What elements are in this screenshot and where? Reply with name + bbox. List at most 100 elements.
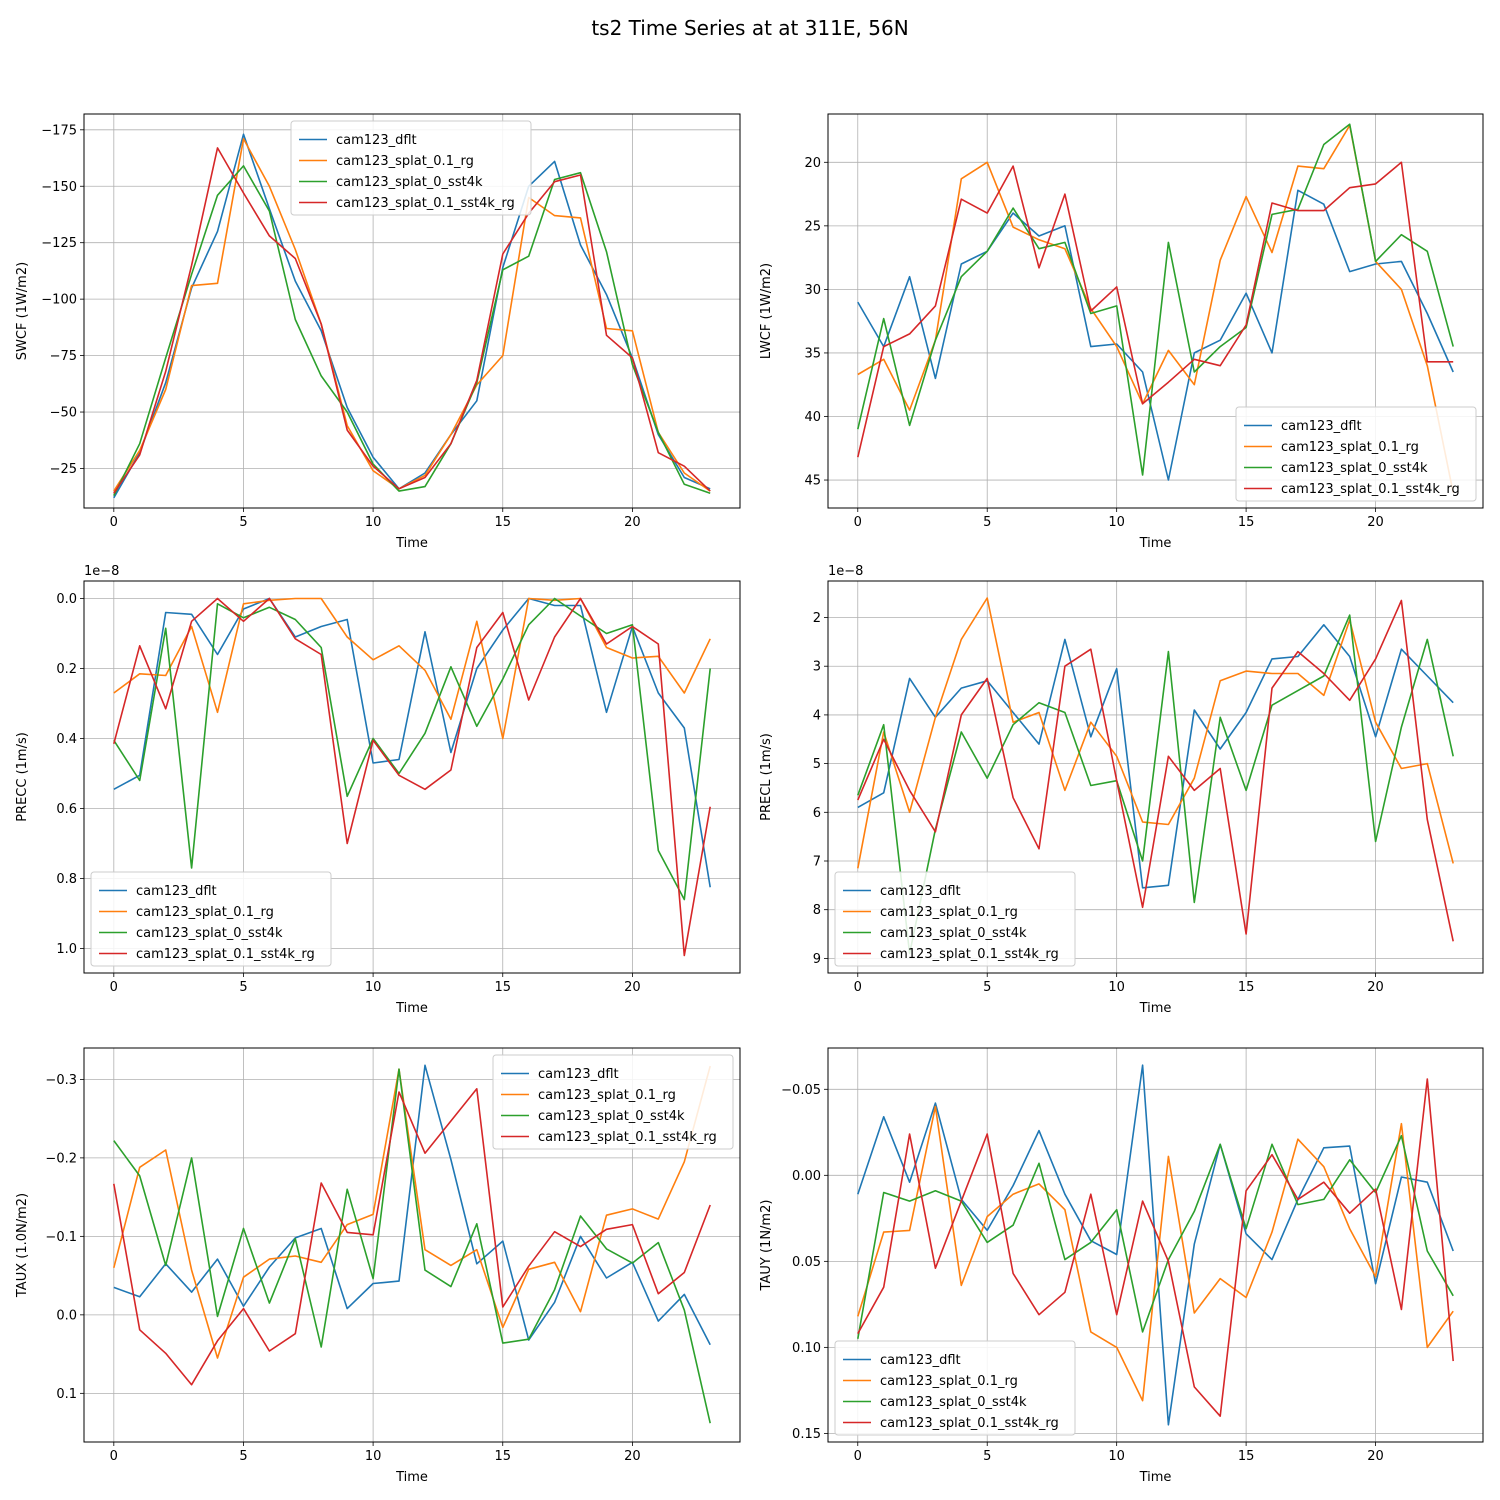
y-tick-label: −0.2 <box>45 1151 77 1166</box>
series-line-cam123-splat-0-1-rg <box>857 1105 1454 1402</box>
y-tick-label: 5 <box>813 757 821 772</box>
axes-frame <box>827 1047 1484 1443</box>
series-line-cam123-splat-0-1-rg <box>857 597 1454 869</box>
y-axis-label: PRECC (1m/s) <box>15 732 30 822</box>
series-line-cam123-splat-0-sst4k <box>857 614 1454 955</box>
y-tick-label: 0.1 <box>56 1387 77 1402</box>
y-tick-label: 2 <box>813 611 821 626</box>
axes-frame <box>827 113 1484 509</box>
series-line-cam123-splat-0-1-rg <box>113 597 711 740</box>
y-tick-label: −75 <box>50 349 77 364</box>
x-axis-label: Time <box>395 536 428 551</box>
x-tick-label: 15 <box>494 980 511 995</box>
y-tick-label: 0.05 <box>792 1255 821 1270</box>
x-tick-label: 0 <box>110 515 118 530</box>
legend: cam123_dflt cam123_splat_0.1_rg cam123_spl… <box>90 871 332 967</box>
legend-entry-label: cam123_splat_0.1_sst4k_rg <box>880 1416 1059 1431</box>
series-line-cam123-dflt <box>857 189 1454 481</box>
legend: cam123_dflt cam123_splat_0.1_rg cam123_spl… <box>834 1340 1076 1436</box>
x-tick-label: 0 <box>110 980 118 995</box>
legend-entry-label: cam123_splat_0.1_sst4k_rg <box>1281 482 1460 497</box>
y-tick-label: 0.0 <box>56 1308 77 1323</box>
x-tick-label: 15 <box>1238 515 1255 530</box>
series-line-cam123-splat-0-1-rg <box>113 138 711 492</box>
legend-entry-label: cam123_splat_0.1_sst4k_rg <box>880 947 1059 962</box>
legend-entry-label: cam123_dflt <box>538 1067 619 1082</box>
subplot-5: 0 5 10 15 20 0.1 0.0 −0.1 −0.2 −0.3 Time TAUX (1.0N… <box>15 1047 741 1485</box>
legend-entry-label: cam123_splat_0.1_sst4k_rg <box>136 947 315 962</box>
series-line-cam123-splat-0-1-sst4k-rg <box>857 161 1454 458</box>
x-tick-label: 10 <box>1108 1449 1125 1464</box>
legend: cam123_dflt cam123_splat_0.1_rg cam123_spl… <box>1235 406 1477 502</box>
y-tick-label: 0.0 <box>56 592 77 607</box>
x-tick-label: 20 <box>624 515 641 530</box>
x-tick-label: 20 <box>1367 980 1384 995</box>
y-tick-label: 45 <box>804 474 821 489</box>
series-line-cam123-splat-0-sst4k <box>857 1134 1454 1339</box>
legend-entry-label: cam123_dflt <box>880 1353 961 1368</box>
x-tick-label: 0 <box>110 1449 118 1464</box>
legend-entry-label: cam123_splat_0_sst4k <box>1281 461 1428 476</box>
x-tick-label: 0 <box>854 980 862 995</box>
y-tick-label: 0.2 <box>56 662 77 677</box>
y-tick-label: 0.00 <box>792 1169 821 1184</box>
x-axis-label: Time <box>395 1001 428 1016</box>
y-tick-label: 9 <box>813 952 821 967</box>
x-tick-label: 5 <box>239 515 247 530</box>
y-tick-label: 8 <box>813 903 821 918</box>
y-tick-label: 0.6 <box>56 802 77 817</box>
y-tick-label: −0.05 <box>781 1083 821 1098</box>
axes-frame <box>83 1047 741 1443</box>
legend-entry-label: cam123_splat_0_sst4k <box>880 926 1027 941</box>
legend-frame <box>834 1340 1076 1436</box>
series-line-cam123-splat-0-sst4k <box>113 165 711 496</box>
y-tick-label: 40 <box>804 410 821 425</box>
x-tick-label: 10 <box>1108 515 1125 530</box>
subplot-1: 0 5 10 15 20 −25 −50 −75 −100 −125 −150 −175 Time SWC… <box>15 113 741 551</box>
axes-frame <box>83 580 741 974</box>
y-axis-label: TAUX (1.0N/m2) <box>15 1193 30 1298</box>
y-tick-label: 25 <box>804 219 821 234</box>
y-tick-label: 3 <box>813 660 821 675</box>
series-line-cam123-splat-0-sst4k <box>857 123 1454 476</box>
y-offset-label: 1e−8 <box>84 564 119 579</box>
series-line-cam123-splat-0-1-rg <box>113 1065 711 1359</box>
x-tick-label: 10 <box>1108 980 1125 995</box>
legend-entry-label: cam123_splat_0.1_rg <box>880 905 1018 920</box>
legend: cam123_dflt cam123_splat_0.1_rg cam123_spl… <box>834 871 1076 967</box>
y-offset-label: 1e−8 <box>828 564 863 579</box>
legend-entry-label: cam123_splat_0_sst4k <box>336 175 483 190</box>
x-tick-label: 10 <box>365 980 382 995</box>
x-axis-label: Time <box>1139 536 1172 551</box>
legend-entry-label: cam123_splat_0.1_sst4k_rg <box>538 1130 717 1145</box>
subplot-2: 0 5 10 15 20 20 25 30 35 40 45 Time LWCF (1W/m2) cam1… <box>759 113 1484 551</box>
legend-entry-label: cam123_splat_0_sst4k <box>880 1395 1027 1410</box>
legend-frame <box>492 1054 734 1150</box>
legend-entry-label: cam123_dflt <box>880 884 961 899</box>
legend-entry-label: cam123_splat_0.1_sst4k_rg <box>336 196 515 211</box>
x-tick-label: 15 <box>494 1449 511 1464</box>
legend-frame <box>1235 406 1477 502</box>
legend-entry-label: cam123_dflt <box>336 133 417 148</box>
y-tick-label: 1.0 <box>56 942 77 957</box>
legend-frame <box>90 871 332 967</box>
series-line-cam123-splat-0-1-sst4k-rg <box>857 599 1454 942</box>
x-tick-label: 20 <box>1367 515 1384 530</box>
legend-entry-label: cam123_splat_0_sst4k <box>136 926 283 941</box>
series-line-cam123-dflt <box>113 133 711 499</box>
legend-entry-label: cam123_splat_0_sst4k <box>538 1109 685 1124</box>
y-tick-label: 35 <box>804 346 821 361</box>
legend-entry-label: cam123_dflt <box>1281 419 1362 434</box>
legend-entry-label: cam123_splat_0.1_rg <box>538 1088 676 1103</box>
legend-entry-label: cam123_splat_0.1_rg <box>1281 440 1419 455</box>
axes-frame <box>827 580 1484 974</box>
x-tick-label: 0 <box>854 515 862 530</box>
x-axis-label: Time <box>395 1470 428 1485</box>
y-tick-label: −150 <box>41 180 77 195</box>
y-axis-label: PRECL (1m/s) <box>759 733 774 821</box>
y-tick-label: −175 <box>41 123 77 138</box>
series-line-cam123-dflt <box>857 1064 1454 1426</box>
series-line-cam123-splat-0-1-sst4k-rg <box>113 1088 711 1386</box>
